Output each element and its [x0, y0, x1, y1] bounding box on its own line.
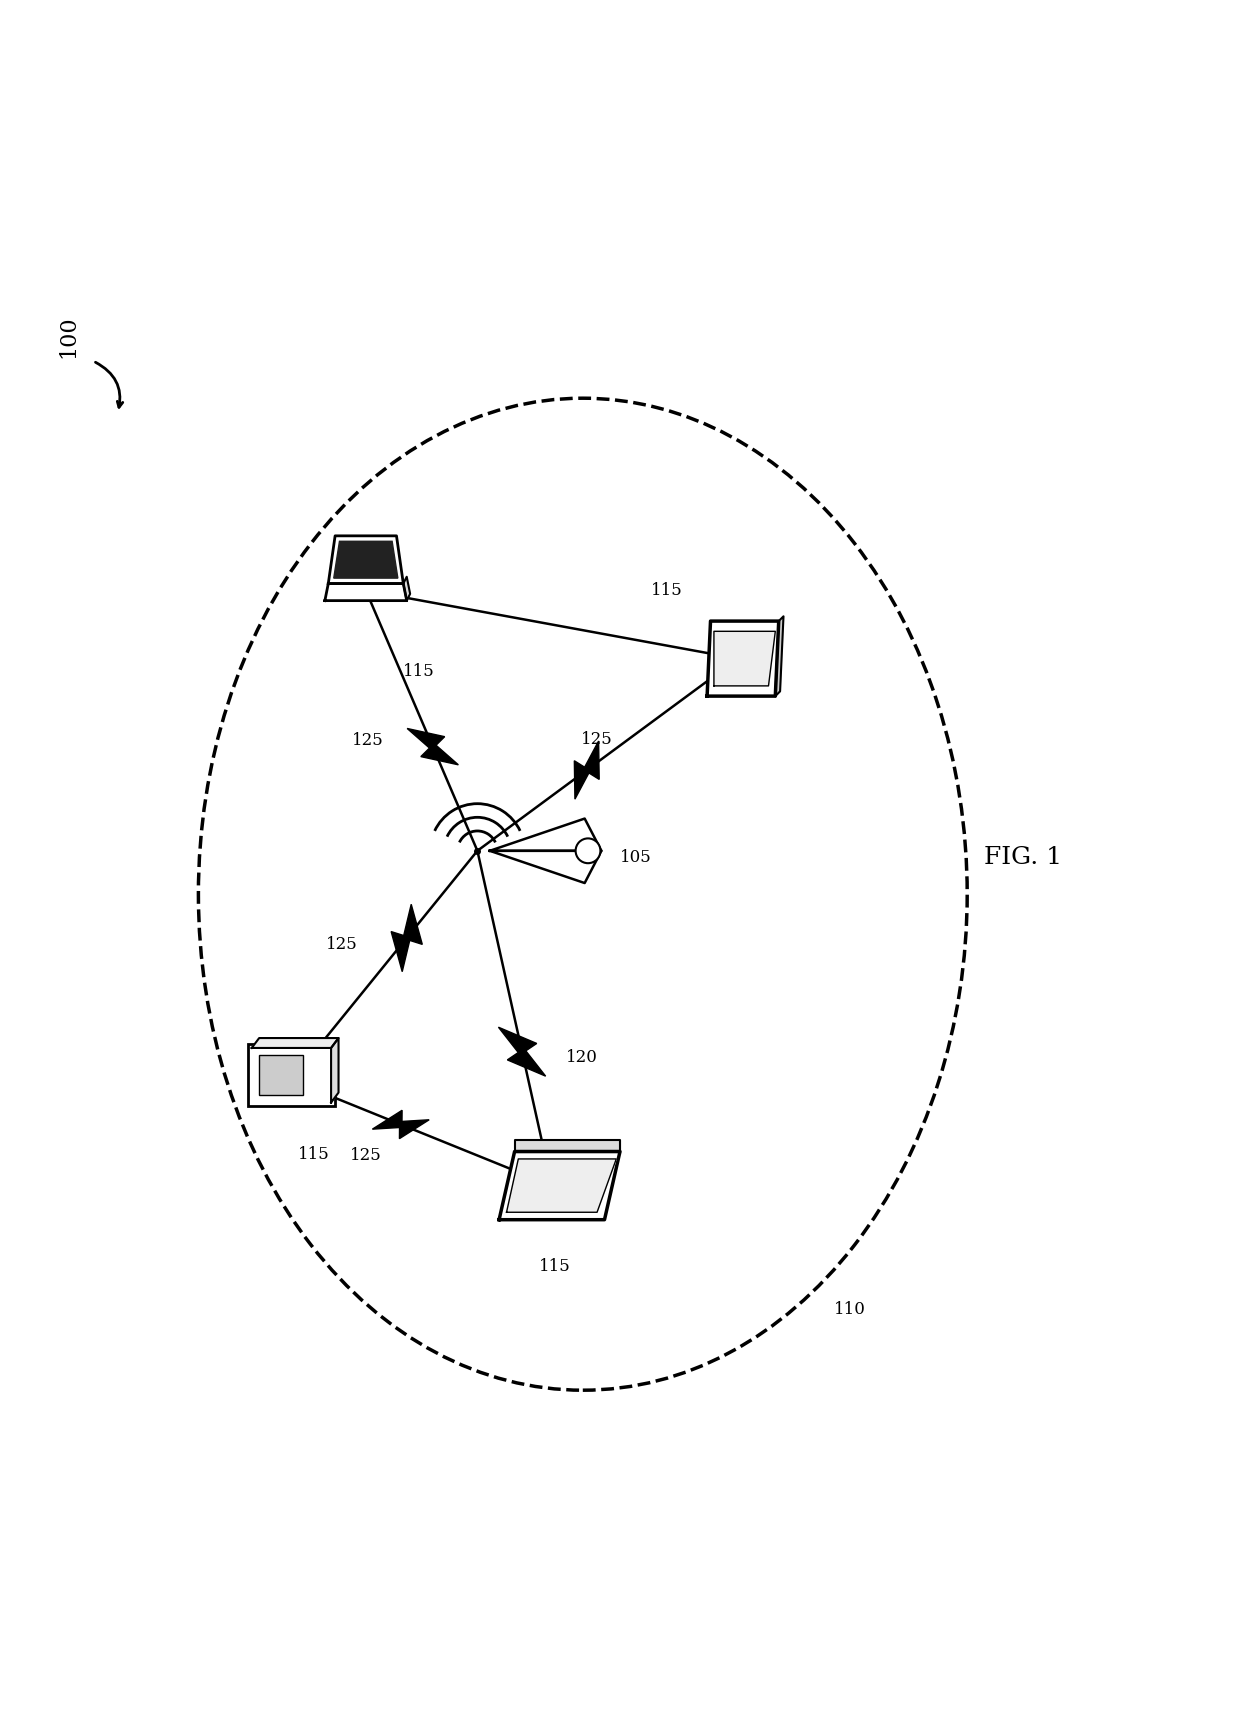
Text: 125: 125 [326, 936, 358, 953]
Text: 115: 115 [651, 581, 683, 598]
Text: 120: 120 [565, 1049, 598, 1066]
Polygon shape [407, 728, 459, 764]
Polygon shape [372, 1111, 429, 1138]
Polygon shape [334, 542, 398, 578]
Text: 105: 105 [620, 848, 652, 866]
Text: 110: 110 [833, 1301, 866, 1318]
Text: 125: 125 [352, 732, 384, 749]
Polygon shape [574, 740, 599, 799]
Text: 115: 115 [539, 1258, 572, 1275]
Polygon shape [714, 631, 775, 686]
Polygon shape [490, 850, 601, 883]
Polygon shape [490, 819, 601, 850]
Text: 115: 115 [403, 663, 435, 679]
Polygon shape [515, 1140, 620, 1152]
Text: 125: 125 [580, 730, 613, 747]
Text: 125: 125 [350, 1147, 382, 1164]
Polygon shape [329, 536, 403, 583]
Polygon shape [403, 576, 410, 600]
Polygon shape [498, 1152, 620, 1220]
Text: 115: 115 [298, 1147, 330, 1164]
Text: 100: 100 [57, 315, 79, 358]
Polygon shape [391, 905, 423, 972]
FancyBboxPatch shape [248, 1044, 335, 1106]
Polygon shape [252, 1039, 339, 1047]
Text: FIG. 1: FIG. 1 [985, 845, 1061, 869]
Polygon shape [325, 583, 407, 600]
Polygon shape [331, 1039, 339, 1102]
Polygon shape [498, 1027, 546, 1076]
Circle shape [575, 838, 600, 864]
Polygon shape [507, 1159, 616, 1212]
Polygon shape [775, 617, 784, 696]
Polygon shape [707, 620, 779, 696]
Bar [259, 1056, 303, 1095]
